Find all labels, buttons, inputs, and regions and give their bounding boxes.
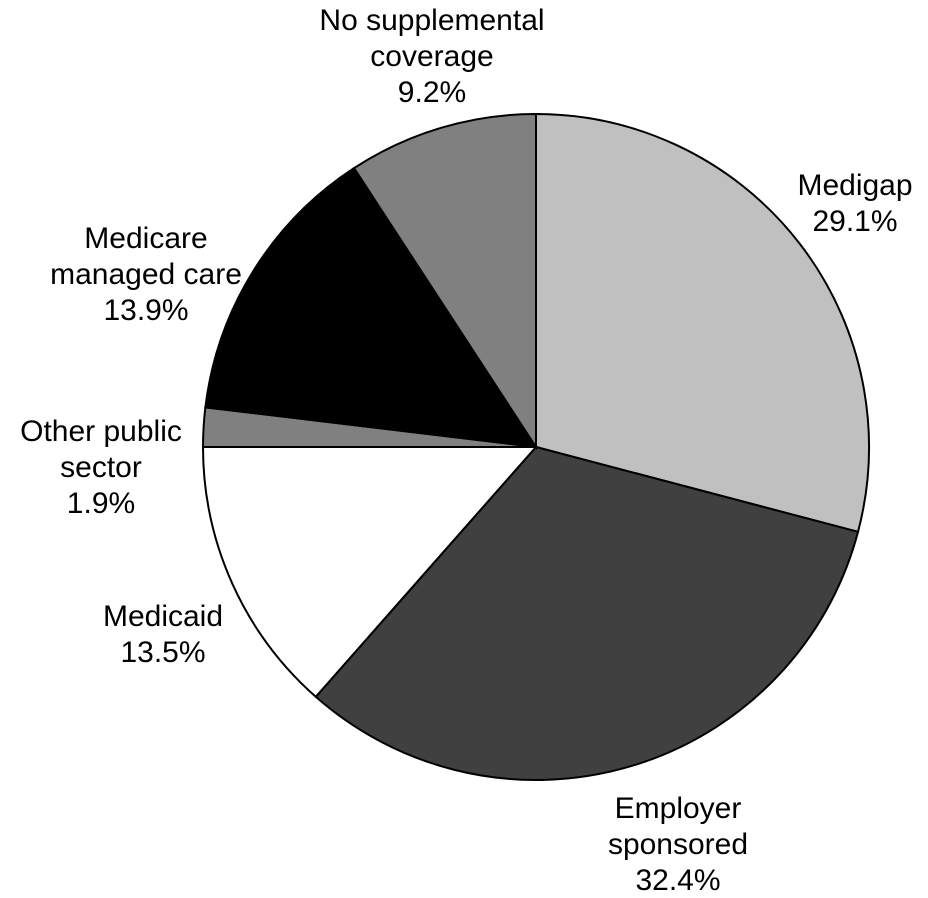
slice-label-line-0-0: Medigap (797, 169, 912, 202)
slice-label-line-5-1: coverage (370, 40, 493, 73)
pie-slice-1 (314, 445, 860, 782)
pie-slice-0 (535, 112, 870, 534)
slice-label-0: Medigap 29.1% (797, 169, 912, 238)
slice-value-4: 13.9% (103, 294, 188, 327)
slice-label-line-4-1: managed care (50, 258, 242, 291)
pie-slice-5 (352, 112, 537, 451)
slice-label-4: Medicare managed care 13.9% (50, 222, 242, 327)
slice-label-3: Other public sector 1.9% (20, 415, 182, 520)
slice-label-1: Employer sponsored 32.4% (608, 792, 748, 897)
slice-label-line-3-1: sector (60, 451, 142, 484)
pie-labels: Medigap 29.1% Employer sponsored 32.4% Medica… (20, 4, 912, 897)
slice-value-1: 32.4% (635, 864, 720, 897)
slice-label-5: No supplemental coverage 9.2% (319, 4, 544, 109)
slice-value-2: 13.5% (120, 636, 205, 669)
slice-label-line-1-0: Employer (615, 792, 742, 825)
slice-label-2: Medicaid 13.5% (103, 600, 223, 669)
slice-label-line-2-0: Medicaid (103, 600, 223, 633)
pie-slice-2 (201, 446, 539, 699)
slice-label-line-3-0: Other public (20, 415, 182, 448)
slice-label-line-5-0: No supplemental (319, 4, 544, 37)
slice-value-3: 1.9% (67, 487, 135, 520)
slice-value-0: 29.1% (812, 205, 897, 238)
pie-slice-4 (204, 166, 539, 449)
pie-slices (201, 112, 870, 782)
slice-label-line-4-0: Medicare (84, 222, 207, 255)
slice-value-5: 9.2% (398, 76, 466, 109)
slice-label-line-1-1: sponsored (608, 828, 748, 861)
